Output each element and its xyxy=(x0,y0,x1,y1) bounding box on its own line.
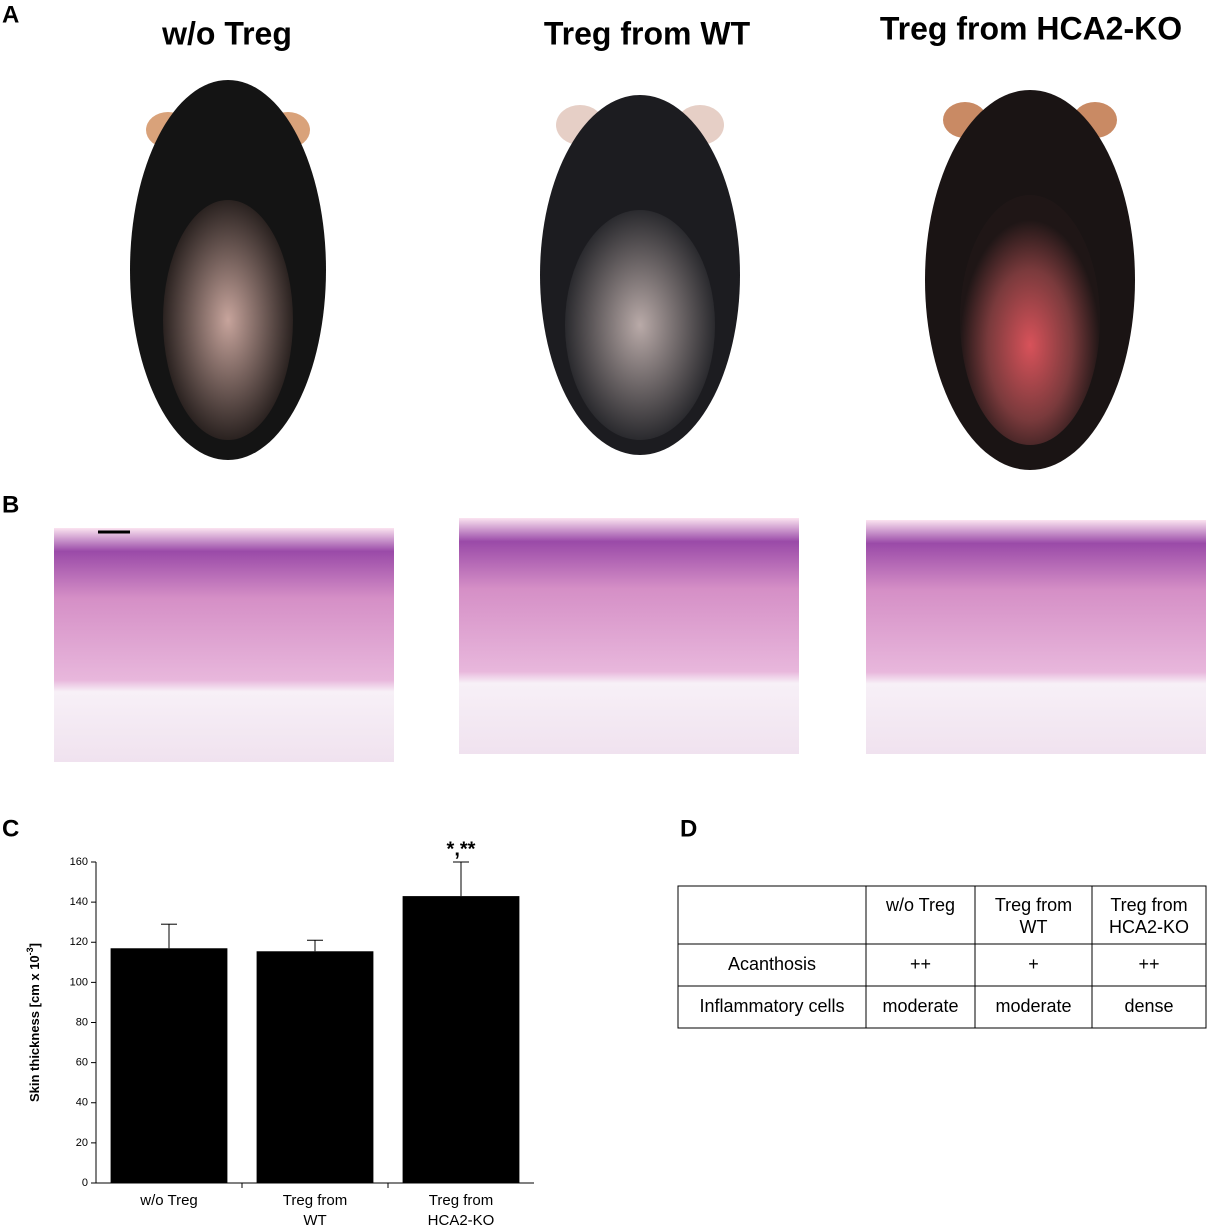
table-cell: + xyxy=(1028,954,1039,974)
table-cell: ++ xyxy=(1138,954,1159,974)
y-tick-label: 120 xyxy=(70,936,88,948)
row-label: Inflammatory cells xyxy=(699,996,844,1016)
y-axis-label-part: Skin thickness [cm x 10 xyxy=(27,955,42,1102)
table-header: Treg from xyxy=(1110,895,1187,915)
y-tick-label: 100 xyxy=(70,976,88,988)
table-cell: ++ xyxy=(910,954,931,974)
y-tick-label: 20 xyxy=(76,1137,88,1149)
table-cell: dense xyxy=(1124,996,1173,1016)
photo-title: Treg from WT xyxy=(544,15,751,51)
table-cell: moderate xyxy=(995,996,1071,1016)
y-axis-label-part: ] xyxy=(27,943,42,947)
x-tick-label: Treg from xyxy=(429,1192,493,1209)
table-header: HCA2-KO xyxy=(1109,917,1189,937)
y-axis-label-part: -3 xyxy=(25,947,35,955)
x-tick-label: WT xyxy=(303,1212,326,1229)
panel-label: D xyxy=(680,815,697,842)
panel-label: A xyxy=(2,1,19,28)
x-tick-label: Treg from xyxy=(283,1192,347,1209)
table-header: Treg from xyxy=(995,895,1072,915)
bar xyxy=(110,948,228,1183)
y-tick-label: 140 xyxy=(70,896,88,908)
bar xyxy=(402,896,520,1183)
row-label: Acanthosis xyxy=(728,954,816,974)
photo-title: Treg from HCA2-KO xyxy=(880,10,1182,46)
y-tick-label: 0 xyxy=(82,1177,88,1189)
table-border xyxy=(677,885,1207,1029)
table-header: WT xyxy=(1020,917,1048,937)
table-header: w/o Treg xyxy=(885,895,955,915)
table-cell: moderate xyxy=(882,996,958,1016)
x-tick-label: HCA2-KO xyxy=(428,1212,495,1229)
y-tick-label: 80 xyxy=(76,1016,88,1028)
mouse-photos xyxy=(130,80,1135,470)
x-tick-label: w/o Treg xyxy=(139,1192,198,1209)
y-axis-label: Skin thickness [cm x 10-3] xyxy=(25,943,42,1102)
panel-label: C xyxy=(2,815,19,842)
histology xyxy=(54,518,1206,762)
photo-title: w/o Treg xyxy=(161,15,292,51)
panel-label: B xyxy=(2,491,19,518)
bar-chart: 0 20 40 60 80 100 120 140 160 Skin thickness [cm … xyxy=(25,838,534,1229)
bar xyxy=(256,951,374,1183)
y-tick-label: 160 xyxy=(70,856,88,868)
annotation: *,** xyxy=(447,838,476,860)
y-tick-label: 60 xyxy=(76,1057,88,1069)
y-tick-label: 40 xyxy=(76,1097,88,1109)
